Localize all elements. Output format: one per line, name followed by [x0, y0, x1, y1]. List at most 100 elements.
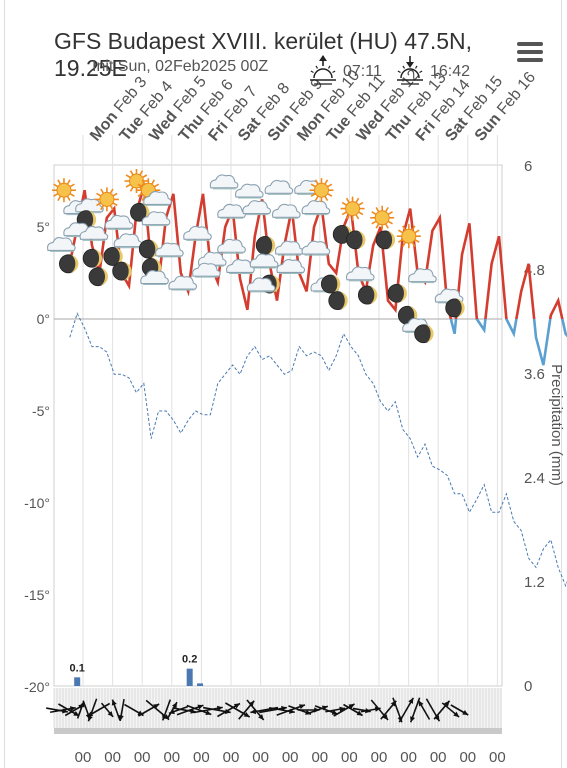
sun-ray	[66, 195, 71, 201]
wind-strip-bar	[54, 728, 502, 734]
moon-crescent	[99, 267, 108, 286]
wind-arrow-icon	[162, 699, 172, 721]
cloud-icon	[104, 214, 134, 230]
hamburger-menu-icon[interactable]	[517, 42, 543, 62]
temperature-tick-label: -5°	[32, 403, 50, 419]
moon-icon	[387, 283, 407, 303]
wind-arrow-icon	[276, 704, 306, 716]
sun-ray	[137, 193, 143, 197]
temperature-tick-label: -15°	[24, 587, 50, 603]
sun-ray	[384, 223, 389, 229]
wind-arrow-head	[339, 706, 346, 712]
sun-ray	[398, 239, 404, 243]
cloud-icon	[141, 211, 171, 227]
sunset-time: 16:42	[430, 63, 470, 80]
init-text: Init Sun, 02Feb2025 00Z	[92, 58, 269, 75]
sun-ray	[387, 220, 393, 225]
sun-ray	[332, 70, 336, 74]
sun-ray	[125, 174, 131, 179]
sun-ray	[57, 195, 62, 201]
wind-arrow-icon	[425, 698, 441, 722]
wind-arrow-head	[168, 709, 175, 715]
moon-crescent	[331, 275, 341, 294]
sun-ray	[109, 188, 114, 194]
moon-icon	[320, 274, 341, 294]
wind-arrow-head	[87, 711, 94, 717]
cloud-icon	[79, 225, 109, 241]
plot-border	[53, 164, 503, 687]
wind-arrow-head	[118, 715, 124, 721]
sun-ray	[402, 65, 406, 69]
chart-title: GFS Budapest XVIII. kerület (HU) 47.5N, …	[54, 28, 472, 81]
moon-crescent	[93, 249, 103, 268]
moon-icon	[414, 324, 434, 344]
sun-ray	[355, 197, 360, 203]
wind-arrow-head	[107, 711, 114, 717]
cloud-shape	[217, 203, 246, 218]
hour-labels: 00 00 00 00 00 00 00 00 00 00 00 00 00 00 00	[75, 749, 506, 766]
sun-ray	[142, 174, 148, 179]
precipitation-bar	[186, 668, 193, 686]
sun-times: 07:11 16:42	[310, 55, 470, 85]
sun-ray	[139, 170, 144, 176]
sun-icon	[340, 196, 365, 221]
sun-disc	[313, 182, 329, 198]
moon-crescent	[356, 230, 366, 249]
wind-arrow-icon	[417, 700, 431, 720]
cloud-shape	[143, 190, 172, 205]
wind-arrow-head	[258, 714, 264, 720]
sun-icon	[124, 169, 149, 193]
sun-ray	[314, 195, 319, 201]
wind-arrow-head	[356, 710, 363, 716]
sun-icon	[94, 187, 119, 212]
wind-arrow-head	[111, 699, 117, 706]
hour-label: 00	[193, 749, 210, 766]
moon-crescent	[122, 262, 132, 281]
wind-arrow-icon	[370, 699, 389, 721]
cloud-shape	[217, 238, 246, 253]
sun-icon	[396, 224, 421, 249]
cloud-icon	[140, 270, 169, 286]
moon-crescent	[424, 324, 434, 343]
wind-arrow-head	[224, 708, 231, 715]
hour-label: 00	[430, 749, 447, 766]
wind-arrow-head	[69, 706, 76, 712]
cloud-icon	[217, 203, 246, 219]
moon-crescent	[397, 284, 407, 303]
sun-ray	[151, 179, 156, 185]
moon-icon	[59, 254, 79, 274]
wind-arrow-head	[197, 704, 204, 710]
cloud-shape	[249, 253, 279, 268]
precipitation-bar	[197, 683, 204, 686]
wind-arrow-head	[462, 710, 469, 715]
sun-ray	[310, 193, 316, 197]
moon-crescent	[338, 291, 348, 310]
sun-ray	[411, 241, 416, 247]
cloud-shape	[276, 259, 306, 274]
sun-ray	[358, 211, 364, 216]
wind-arrow-head	[79, 701, 85, 708]
sun-ray	[371, 211, 377, 215]
wind-arrow-head	[453, 711, 460, 718]
cloud-shape	[271, 203, 301, 218]
hour-label: 00	[341, 749, 358, 766]
moon-icon	[346, 230, 366, 250]
cloud-shape	[192, 262, 221, 277]
chart-frame	[4, 0, 562, 768]
cloud-icon	[271, 203, 301, 219]
wind-arrow-icon	[409, 697, 421, 723]
wind-arrow-icon	[325, 706, 346, 713]
moon-crescent	[368, 286, 378, 305]
temperature-axis: 5° 0° -5° -10° -15° -20°	[24, 219, 50, 695]
sun-disc	[99, 191, 115, 207]
cloud-icon	[301, 240, 331, 256]
hour-label: 00	[311, 749, 328, 766]
wind-arrow-icon	[343, 703, 363, 717]
sun-ray	[355, 214, 360, 220]
sun-ray	[371, 220, 377, 225]
sun-ray	[327, 193, 333, 197]
sun-ray	[402, 241, 406, 247]
wind-arrow-head	[87, 715, 93, 722]
